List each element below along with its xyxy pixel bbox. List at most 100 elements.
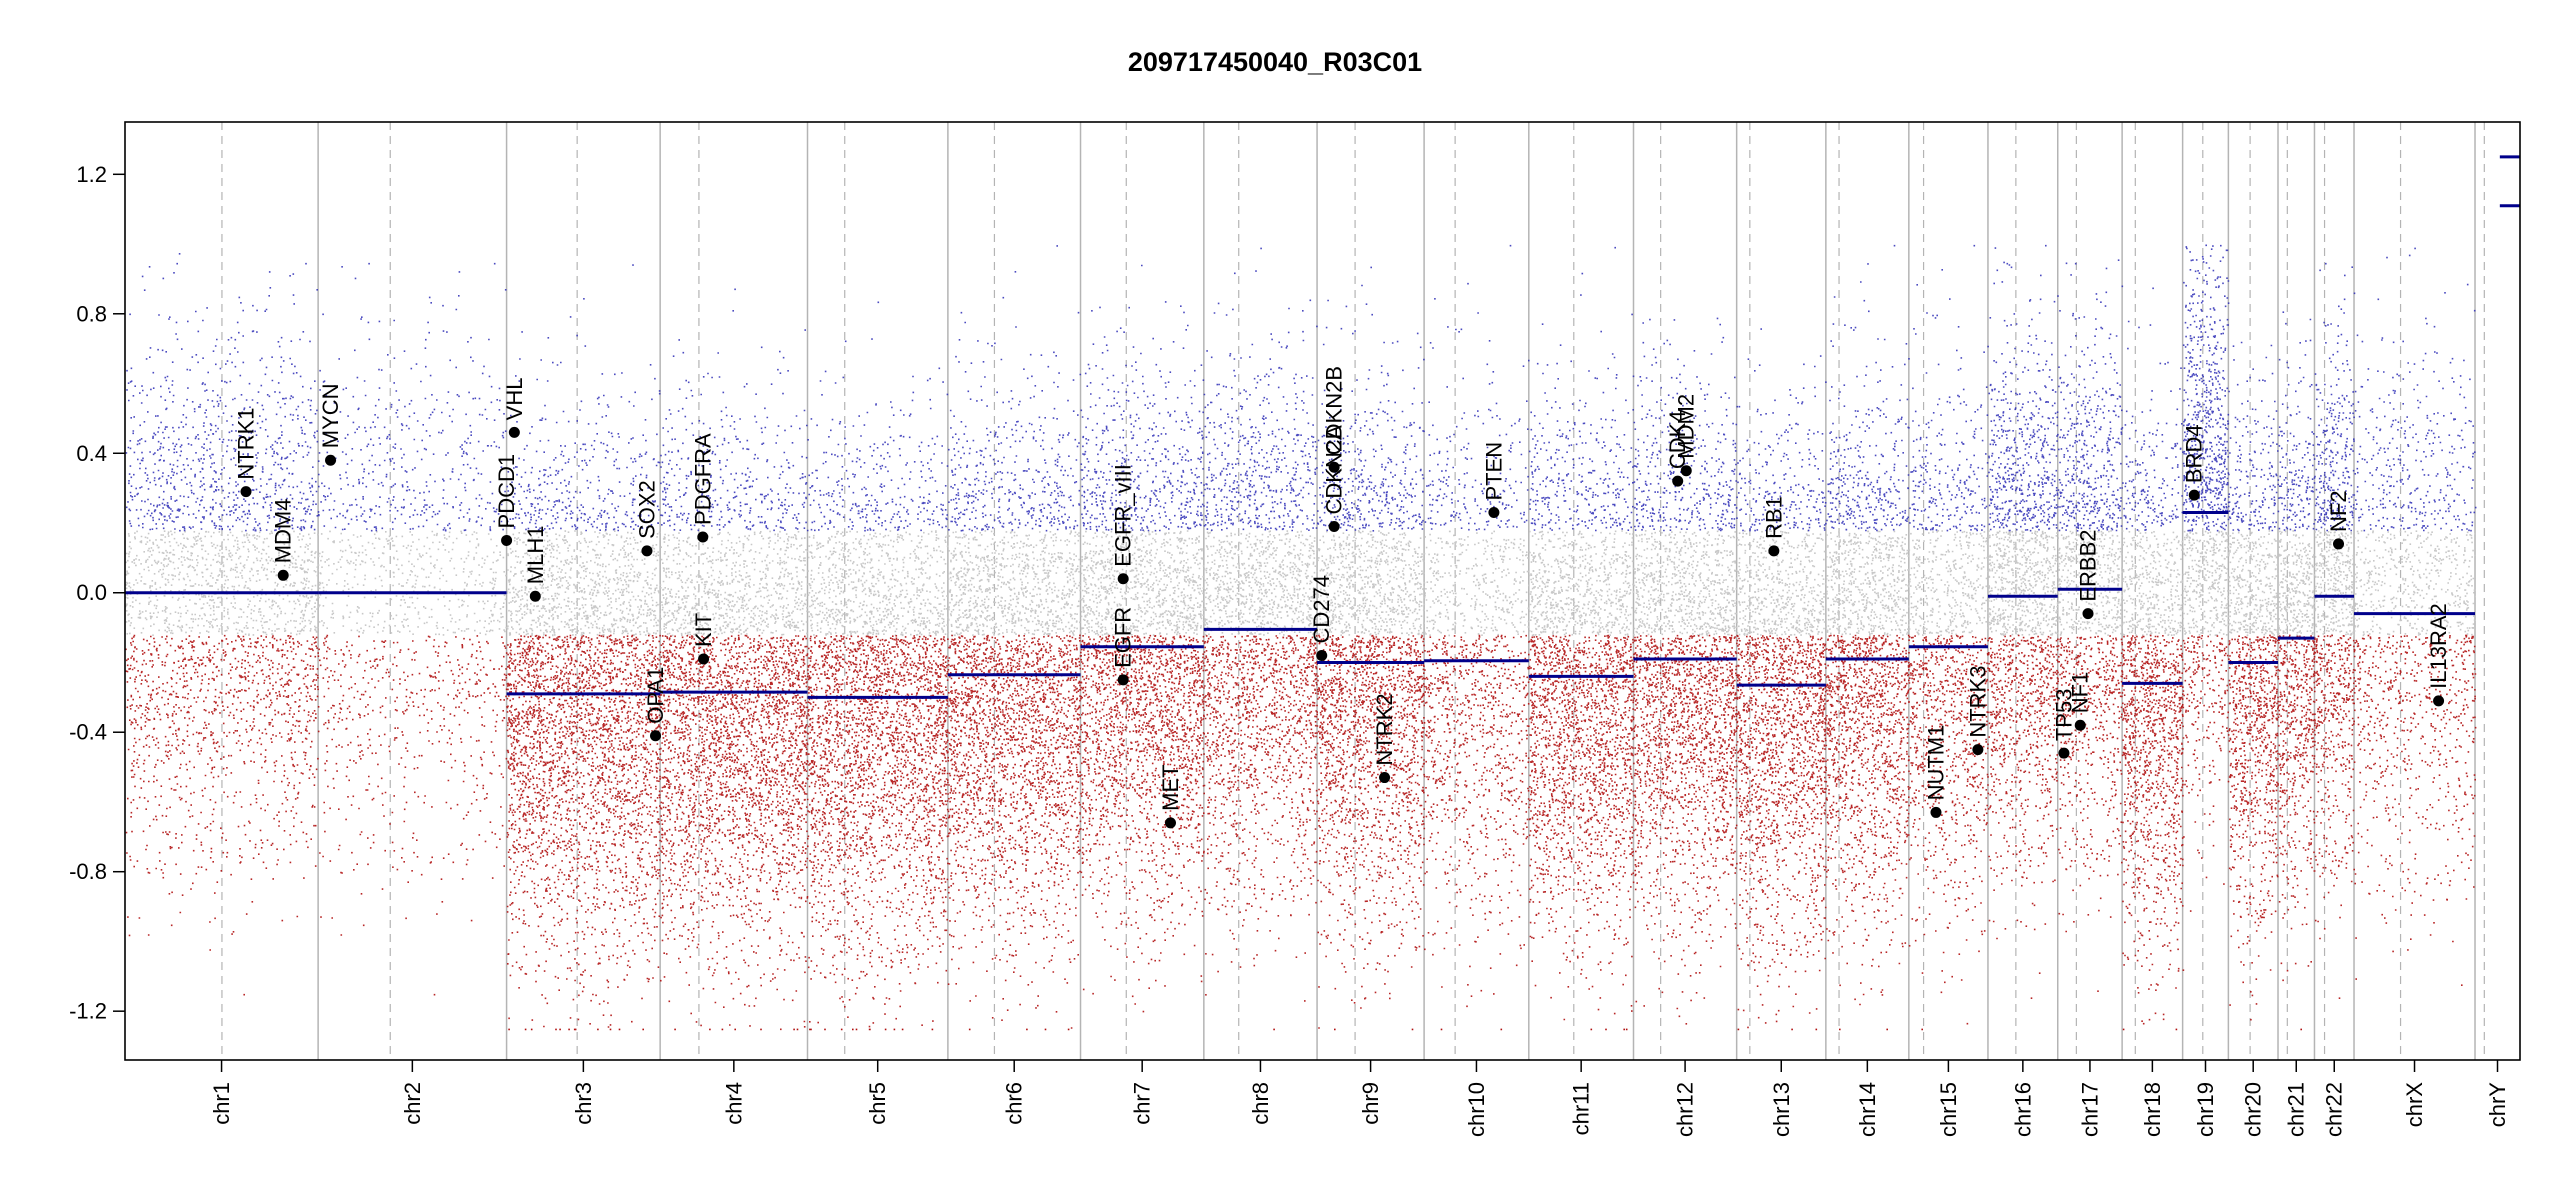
chromosome-label: chr2 [400, 1082, 425, 1125]
y-tick-label: -0.8 [69, 859, 107, 884]
gene-marker [698, 653, 710, 665]
gene-marker [1117, 573, 1129, 585]
gene-marker [641, 545, 653, 557]
gene-label: VHL [502, 378, 527, 421]
chromosome-label: chr16 [2010, 1082, 2035, 1137]
gene-marker [1117, 674, 1129, 686]
gene-label: NF2 [2326, 490, 2351, 532]
gene-label: NTRK1 [233, 407, 258, 479]
gene-marker [1379, 772, 1391, 784]
gene-marker [325, 454, 337, 466]
gene-markers: NTRK1 MDM4 MYCN PDCD1 VHL MLH1 SOX2 OPA1 PDGFRA K… [233, 366, 2451, 829]
probe-points-floor [508, 1028, 2302, 1031]
plot-frame [124, 121, 2521, 1061]
y-tick-label: 0.4 [76, 441, 107, 466]
y-axis: -1.2 -0.8 -0.4 0.0 0.4 0.8 1.2 [69, 162, 125, 1024]
gene-marker [2082, 608, 2094, 620]
gene-label: MDM2 [1674, 394, 1699, 459]
gene-marker [1316, 650, 1328, 662]
gene-label: MYCN [318, 383, 343, 448]
gene-marker [529, 590, 541, 602]
gene-label: ERBB2 [2076, 530, 2101, 602]
chromosome-label: chr3 [571, 1082, 596, 1125]
gene-marker [240, 486, 252, 498]
gene-marker [1768, 545, 1780, 557]
gene-label: EGFR_vIII [1111, 464, 1136, 567]
gene-marker [1328, 461, 1340, 473]
gene-label: TP53 [2051, 689, 2076, 742]
gene-marker [1488, 507, 1500, 519]
gene-label: NTRK2 [1372, 693, 1397, 765]
gene-marker [508, 426, 520, 438]
chromosome-label: chr19 [2193, 1082, 2218, 1137]
chromosome-label: chr6 [1002, 1082, 1027, 1125]
y-tick-label: 1.2 [76, 162, 107, 187]
chromosome-label: chr9 [1358, 1082, 1383, 1125]
gene-label: IL13RA2 [2426, 603, 2451, 689]
gene-marker [1972, 744, 1984, 756]
chromosome-label: chr17 [2077, 1082, 2102, 1137]
probe-points-gain [125, 244, 2477, 532]
gene-marker [1680, 465, 1692, 477]
gene-marker [1930, 806, 1942, 818]
gene-label: NUTM1 [1923, 725, 1948, 801]
gene-marker [2333, 538, 2345, 550]
gene-label: CD274 [1309, 575, 1334, 643]
chromosome-label: chr8 [1248, 1082, 1273, 1125]
gene-label: MLH1 [523, 526, 548, 585]
gene-label: CDK4 [1665, 410, 1690, 469]
gene-marker [2058, 747, 2070, 759]
gene-label: BRD4 [2182, 424, 2207, 483]
gene-marker [2074, 719, 2086, 731]
gene-marker [501, 534, 513, 546]
gene-label: CDKN2B [1322, 366, 1347, 455]
gene-marker [649, 730, 661, 742]
gene-label: MET [1158, 764, 1183, 810]
chromosome-label: chr1 [209, 1082, 234, 1125]
chromosome-label: chr11 [1569, 1082, 1594, 1135]
chromosome-label: chr21 [2284, 1082, 2309, 1137]
chromosome-label: chrX [2402, 1082, 2427, 1128]
y-tick-label: -1.2 [69, 999, 107, 1024]
gene-marker [697, 531, 709, 543]
gene-marker [2433, 695, 2445, 707]
gene-marker [1164, 817, 1176, 829]
y-tick-label: -0.4 [69, 720, 107, 745]
chromosome-label: chr7 [1130, 1082, 1155, 1125]
chromosome-label: chr5 [865, 1082, 890, 1125]
gene-label: NF1 [2068, 672, 2093, 714]
gene-label: OPA1 [643, 667, 668, 724]
probe-points-loss [125, 634, 2477, 1031]
chromosome-label: chr4 [721, 1082, 746, 1125]
chromosome-label: chr18 [2140, 1082, 2165, 1137]
gene-label: SOX2 [634, 480, 659, 539]
gene-marker [277, 569, 289, 581]
gene-label: NTRK3 [1965, 666, 1990, 738]
chromosome-label: chr10 [1464, 1082, 1489, 1137]
y-tick-label: 0.8 [76, 301, 107, 326]
gene-label: MDM4 [271, 499, 296, 564]
gene-marker [1328, 520, 1340, 532]
gene-label: EGFR [1111, 607, 1136, 668]
gene-marker [1672, 475, 1684, 487]
gene-label: PTEN [1481, 442, 1506, 501]
gene-label: PDCD1 [494, 454, 519, 529]
chromosome-label: chr22 [2322, 1082, 2347, 1137]
chromosome-label: chr13 [1769, 1082, 1794, 1137]
segment-lines [125, 155, 2520, 699]
chromosome-label: chr12 [1673, 1082, 1698, 1137]
gene-label: KIT [691, 613, 716, 647]
chromosome-label: chr20 [2241, 1082, 2266, 1137]
probe-points-neutral [125, 530, 2476, 637]
chromosome-label: chr14 [1855, 1082, 1880, 1137]
chromosome-label: chrY [2485, 1082, 2510, 1128]
gene-marker [2188, 489, 2200, 501]
gene-label: RB1 [1761, 496, 1786, 539]
gene-label: PDGFRA [690, 433, 715, 525]
x-axis: chr1 chr2 chr3 chr4 chr5 chr6 chr7 chr8 chr9 chr1… [209, 1060, 2510, 1137]
probe-points [125, 244, 2477, 1031]
chart-title: 209717450040_R03C01 [1128, 47, 1422, 77]
chromosome-label: chr15 [1936, 1082, 1961, 1137]
y-tick-label: 0.0 [76, 580, 107, 605]
